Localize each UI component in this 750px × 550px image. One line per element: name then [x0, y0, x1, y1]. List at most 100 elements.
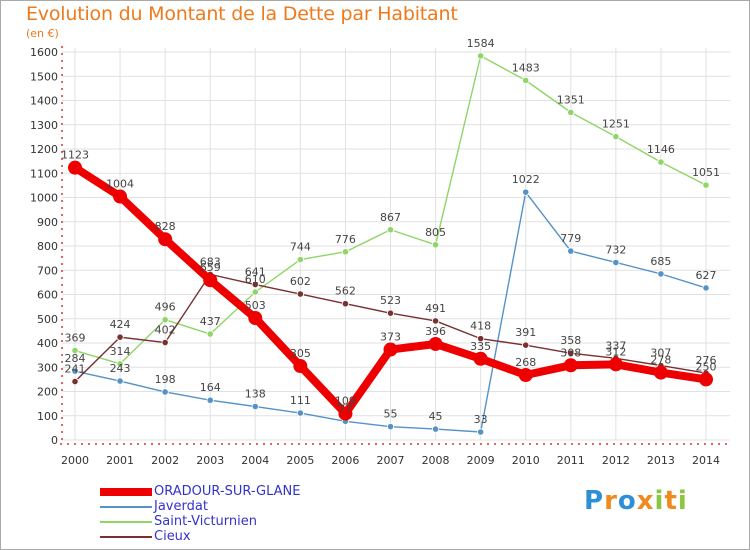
data-label-oradour-sur-glane: 1004 [106, 178, 134, 191]
legend-swatch [100, 488, 152, 496]
legend-label: Saint-Victurnien [154, 514, 258, 529]
data-point-oradour-sur-glane [428, 336, 443, 351]
data-label-cieux: 491 [425, 302, 446, 315]
data-point-javerdat [206, 396, 214, 404]
y-tick-label: 200 [37, 386, 58, 399]
data-label-javerdat: 284 [65, 352, 86, 365]
data-label-saint-victurnien: 776 [335, 233, 356, 246]
legend: ORADOUR-SUR-GLANE Javerdat Saint-Victurnie… [100, 484, 300, 544]
data-point-saint-victurnien [522, 76, 530, 84]
data-label-cieux: 307 [650, 347, 671, 360]
data-label-oradour-sur-glane: 308 [560, 346, 581, 359]
data-label-saint-victurnien: 314 [110, 345, 131, 358]
y-tick-label: 100 [37, 410, 58, 423]
data-label-saint-victurnien: 610 [245, 273, 266, 286]
data-point-cieux [161, 338, 169, 347]
data-label-cieux: 418 [470, 320, 491, 333]
data-label-javerdat: 243 [110, 362, 131, 375]
data-label-saint-victurnien: 867 [380, 211, 401, 224]
data-point-saint-victurnien [116, 360, 124, 368]
y-tick-label: 400 [37, 337, 58, 350]
x-tick-label: 2006 [331, 454, 359, 467]
data-point-oradour-sur-glane [383, 342, 398, 357]
data-point-cieux [116, 333, 124, 341]
data-label-javerdat: 55 [384, 408, 398, 421]
data-point-saint-victurnien [71, 346, 79, 355]
data-label-oradour-sur-glane: 305 [290, 347, 311, 360]
x-tick-label: 2005 [286, 454, 314, 467]
legend-item-javerdat: Javerdat [100, 499, 300, 514]
data-point-saint-victurnien [702, 181, 710, 189]
data-label-oradour-sur-glane: 250 [696, 360, 717, 373]
data-point-javerdat [657, 270, 665, 278]
y-tick-label: 0 [51, 434, 58, 447]
data-label-oradour-sur-glane: 828 [155, 220, 176, 233]
x-tick-label: 2000 [61, 454, 89, 467]
data-label-saint-victurnien: 1584 [467, 37, 495, 50]
y-tick-label: 1600 [30, 46, 58, 59]
data-label-oradour-sur-glane: 268 [515, 356, 536, 369]
legend-label: Javerdat [154, 499, 208, 514]
data-point-javerdat [116, 377, 124, 385]
data-label-oradour-sur-glane: 278 [650, 354, 671, 367]
data-label-cieux: 523 [380, 294, 401, 307]
data-label-saint-victurnien: 744 [290, 241, 311, 254]
legend-swatch [100, 506, 152, 508]
data-label-cieux: 337 [605, 339, 626, 352]
data-label-javerdat: 1022 [512, 173, 540, 186]
y-tick-label: 1000 [30, 192, 58, 205]
x-tick-label: 2009 [467, 454, 495, 467]
data-label-saint-victurnien: 496 [155, 301, 176, 314]
y-tick-label: 1400 [30, 95, 58, 108]
data-label-javerdat: 732 [605, 243, 626, 256]
data-label-javerdat: 138 [245, 388, 266, 401]
data-point-javerdat [296, 409, 304, 417]
legend-label: Cieux [154, 529, 191, 544]
data-point-oradour-sur-glane [699, 372, 713, 387]
data-point-cieux [567, 349, 575, 357]
data-label-javerdat: 77 [338, 402, 352, 415]
data-point-cieux [341, 300, 350, 308]
data-label-oradour-sur-glane: 396 [425, 325, 446, 338]
chart-unit: (en €) [26, 27, 59, 40]
data-point-javerdat [251, 402, 259, 411]
data-point-oradour-sur-glane [68, 160, 82, 175]
data-label-saint-victurnien: 1251 [602, 118, 630, 131]
y-tick-label: 1100 [30, 167, 58, 180]
data-label-saint-victurnien: 1051 [692, 166, 720, 179]
data-label-cieux: 562 [335, 285, 356, 298]
data-label-cieux: 241 [65, 363, 86, 376]
data-point-cieux [477, 335, 485, 343]
data-label-cieux: 391 [515, 326, 536, 339]
data-label-cieux: 424 [110, 318, 131, 331]
data-point-javerdat [522, 188, 530, 196]
x-tick-label: 2014 [692, 454, 720, 467]
y-tick-label: 1200 [30, 143, 58, 156]
data-label-cieux: 276 [696, 354, 717, 367]
data-label-cieux: 683 [200, 255, 221, 268]
data-point-javerdat [161, 388, 169, 396]
data-point-cieux [386, 309, 395, 317]
data-point-oradour-sur-glane [653, 365, 668, 380]
data-label-cieux: 602 [290, 275, 311, 288]
x-tick-label: 2007 [377, 454, 405, 467]
data-label-saint-victurnien: 1351 [557, 93, 585, 106]
data-label-cieux: 358 [560, 334, 581, 347]
data-label-javerdat: 45 [429, 410, 443, 423]
proxiti-logo: Proxiti [584, 486, 688, 516]
data-label-saint-victurnien: 437 [200, 315, 221, 328]
data-point-javerdat [431, 425, 440, 433]
data-point-saint-victurnien [612, 133, 620, 141]
data-point-cieux [296, 290, 304, 298]
x-tick-label: 2001 [106, 454, 134, 467]
legend-item-saint-victurnien: Saint-Victurnien [100, 514, 300, 529]
data-point-saint-victurnien [341, 248, 350, 256]
data-point-cieux [251, 280, 259, 289]
data-label-javerdat: 779 [560, 232, 581, 245]
data-point-saint-victurnien [206, 330, 214, 338]
data-point-saint-victurnien [477, 52, 485, 60]
data-label-saint-victurnien: 1146 [647, 143, 675, 156]
data-label-oradour-sur-glane: 1123 [61, 149, 89, 162]
